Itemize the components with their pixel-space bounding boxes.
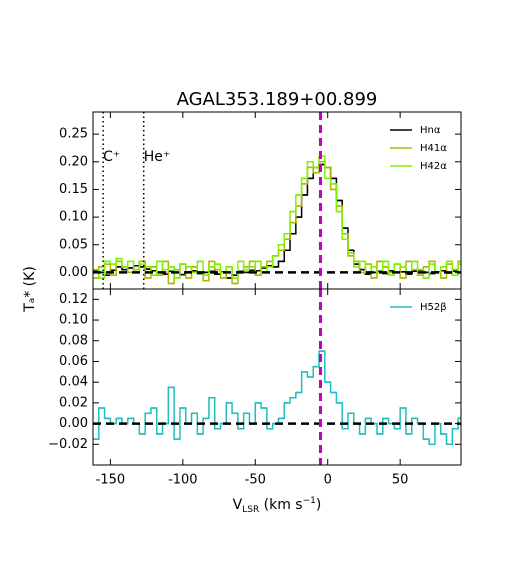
y-tick-label: 0.15 [59,182,88,197]
legend-label: H52β [420,302,447,313]
x-tick-label: -150 [96,473,126,488]
x-label-part: LSR [242,505,259,515]
step-connector [93,350,461,446]
y-axis-label: Tₐ* (K) [22,266,38,313]
y-tick-label: 0.10 [59,210,88,225]
y-tick-label: 0.04 [59,375,88,390]
y-tick-label: −0.02 [48,437,88,452]
x-label-part: −1 [303,496,316,506]
x-tick-label: -100 [168,473,198,488]
y-tick-label: 0.02 [59,395,88,410]
y-tick-label: 0.25 [59,127,88,142]
y-tick-label: 0.06 [59,354,88,369]
step-connector [93,155,461,279]
legend-label: H42α [420,161,447,172]
y-tick-label: 0.00 [59,416,88,431]
x-label-part: ) [316,497,321,513]
x-axis-label: VLSR (km s−1) [233,496,322,515]
legend-label: Hnα [420,125,441,136]
chart-title: AGAL353.189+00.899 [177,89,378,110]
x-tick-label: 0 [324,473,332,488]
x-label-part: V [233,497,243,513]
y-tick-label: 0.20 [59,154,88,169]
y-tick-label: 0.08 [59,333,88,348]
y-tick-label: 0.10 [59,313,88,328]
x-tick-label: -50 [245,473,266,488]
species-label: He⁺ [144,149,171,165]
species-label: C⁺ [103,149,120,165]
y-tick-label: 0.00 [59,265,88,280]
x-label-part: (km s [259,497,302,513]
legend-label: H41α [420,143,447,154]
y-tick-label: 0.12 [59,292,88,307]
y-tick-label: 0.05 [59,237,88,252]
axes-frame [92,288,462,466]
x-tick-label: 50 [392,473,409,488]
